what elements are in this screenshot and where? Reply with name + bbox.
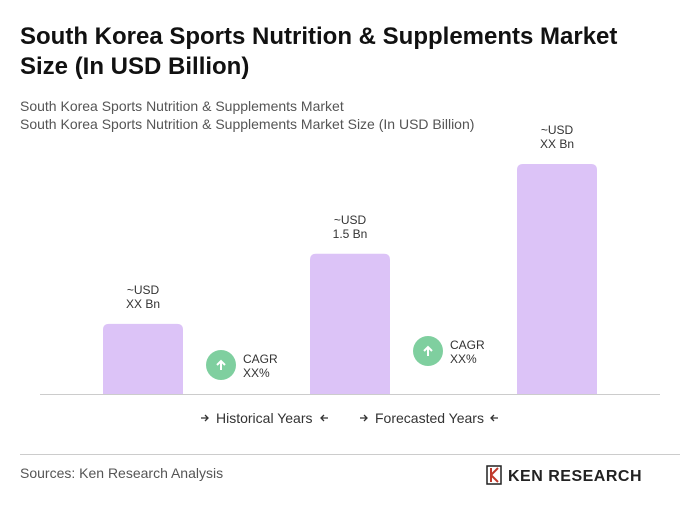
arrow [320, 414, 328, 422]
period-label: Forecasted Years [375, 410, 484, 426]
value-label: ~USD [541, 123, 574, 137]
cagr-label: XX% [450, 352, 477, 366]
arrow [360, 414, 368, 422]
arrow [490, 414, 498, 422]
source: Sources: Ken Research Analysis [20, 465, 223, 481]
logo-mark [490, 467, 499, 483]
arrow [201, 414, 209, 422]
chart-title-line: South Korea Sports Nutrition & Supplemen… [20, 23, 617, 50]
cagr-arrow [216, 359, 226, 370]
value-label: ~USD [334, 213, 367, 227]
value-label: 1.5 Bn [333, 227, 368, 241]
logo-mark [486, 465, 502, 485]
bar [517, 164, 597, 394]
bar [310, 253, 390, 394]
cagr-label: CAGR [243, 352, 278, 366]
cagr-label: CAGR [450, 338, 485, 352]
subtitle: South Korea Sports Nutrition & Supplemen… [20, 116, 474, 132]
chart-title-line: Size (In USD Billion) [20, 53, 249, 80]
cagr-arrow [423, 345, 433, 356]
value-label: ~USD [127, 283, 160, 297]
period-label: Historical Years [216, 410, 313, 426]
subtitle: South Korea Sports Nutrition & Supplemen… [20, 98, 344, 114]
logo: KEN RESEARCH [486, 465, 642, 485]
logo-text: KEN RESEARCH [508, 468, 642, 485]
cagr-label: XX% [243, 366, 270, 380]
bar [103, 323, 183, 394]
value-label: XX Bn [540, 137, 574, 151]
value-label: XX Bn [126, 297, 160, 311]
